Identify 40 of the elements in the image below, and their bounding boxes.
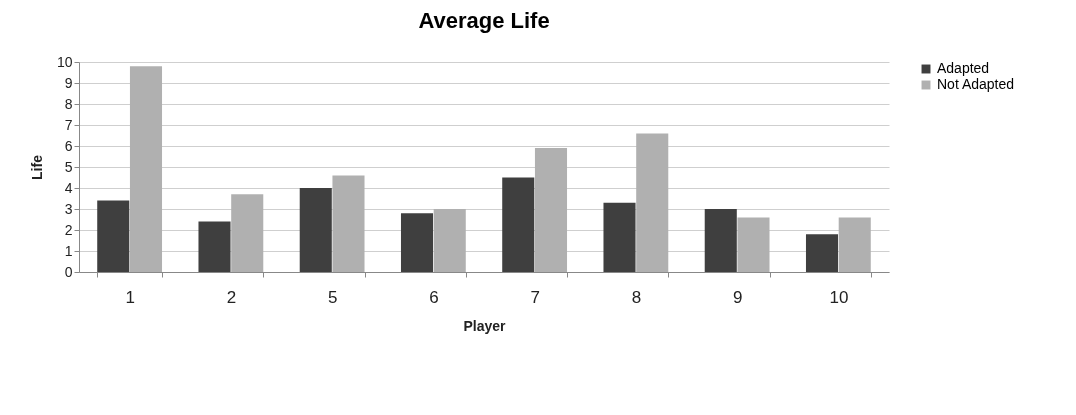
x-axis-title: Player — [463, 317, 507, 334]
bar — [299, 188, 332, 272]
x-tick-label: 9 — [732, 287, 743, 307]
y-tick-label: 5 — [64, 158, 73, 175]
x-tick-label: 6 — [429, 287, 439, 307]
bar — [433, 209, 466, 272]
y-tick-label: 9 — [64, 74, 73, 91]
bar — [332, 175, 365, 272]
y-tick-label: 4 — [64, 179, 73, 196]
y-tick-label: 3 — [64, 200, 73, 217]
bar — [838, 217, 871, 272]
bar — [805, 234, 839, 272]
y-tick-label: 2 — [64, 221, 73, 238]
y-tick-label: 10 — [56, 53, 73, 70]
x-tick-label: 1 — [125, 287, 135, 307]
legend-label: Not Adapted — [937, 76, 1015, 92]
bar — [534, 148, 568, 272]
bar — [502, 177, 535, 272]
bar — [97, 200, 130, 272]
chart-title: Average Life — [418, 8, 550, 33]
bar — [231, 194, 264, 272]
legend-label: Adapted — [937, 60, 990, 76]
bar — [603, 202, 636, 272]
y-tick-label: 7 — [64, 116, 73, 133]
bar — [129, 66, 163, 272]
bar — [636, 133, 669, 272]
x-tick-label: 10 — [829, 287, 849, 307]
x-tick-label: 2 — [226, 287, 237, 307]
y-tick-label: 6 — [64, 137, 73, 154]
y-tick-label: 1 — [64, 242, 73, 259]
bar — [704, 209, 737, 272]
bar — [400, 213, 434, 272]
x-tick-label: 5 — [327, 287, 338, 307]
bar — [737, 217, 770, 272]
x-tick-label: 8 — [631, 287, 642, 307]
y-tick-label: 0 — [64, 263, 73, 280]
x-tick-label: 7 — [530, 287, 540, 307]
y-axis-title: Life — [28, 154, 45, 180]
y-tick-label: 8 — [64, 95, 73, 112]
bar — [198, 221, 231, 272]
